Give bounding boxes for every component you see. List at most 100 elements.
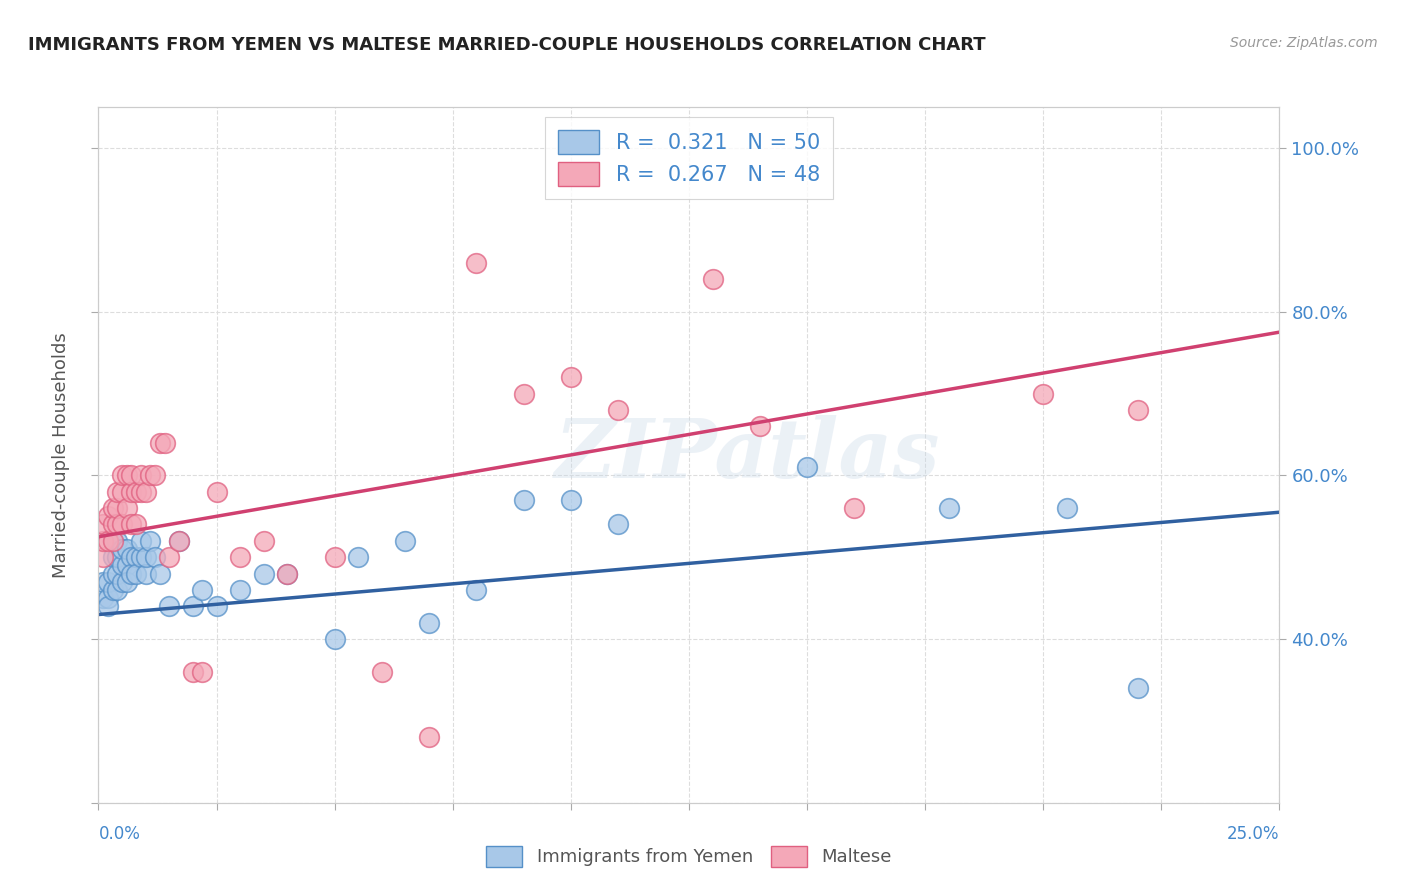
Point [512,492,534,507]
Point [418,615,440,630]
Point [125,517,148,532]
Point [167,533,190,548]
Point [129,468,152,483]
Point [129,550,152,565]
Point [1056,501,1078,516]
Point [125,566,148,581]
Point [1126,403,1149,417]
Point [1126,681,1149,696]
Point [101,533,124,548]
Point [167,533,190,548]
Point [143,550,166,565]
Point [157,599,180,614]
Point [97,533,120,548]
Point [101,533,124,548]
Point [121,484,143,499]
Point [191,665,214,679]
Point [111,542,134,557]
Point [111,517,134,532]
Point [149,566,172,581]
Point [143,468,166,483]
Point [149,435,172,450]
Point [135,550,157,565]
Point [91,550,114,565]
Text: ZIPatlas: ZIPatlas [555,415,941,495]
Point [702,272,724,286]
Point [394,533,416,548]
Point [135,484,157,499]
Point [229,582,252,597]
Point [125,484,148,499]
Text: 25.0%: 25.0% [1227,825,1279,843]
Point [105,533,128,548]
Point [253,533,276,548]
Y-axis label: Married-couple Households: Married-couple Households [52,332,70,578]
Point [101,517,124,532]
Point [135,566,157,581]
Point [121,468,143,483]
Point [748,419,770,434]
Point [796,460,818,475]
Text: 0.0%: 0.0% [98,825,141,843]
Point [607,517,630,532]
Point [253,566,276,581]
Point [607,403,630,417]
Point [418,731,440,745]
Point [347,550,370,565]
Point [97,591,120,606]
Point [371,665,394,679]
Point [157,550,180,565]
Point [105,517,128,532]
Point [129,533,152,548]
Point [181,599,204,614]
Point [115,501,138,516]
Point [115,542,138,557]
Point [1032,386,1054,401]
Point [560,492,582,507]
Point [91,517,114,532]
Point [97,574,120,589]
Point [323,632,346,646]
Point [465,582,488,597]
Point [115,558,138,573]
Point [191,582,214,597]
Point [560,370,582,384]
Point [139,468,162,483]
Point [91,574,114,589]
Point [91,591,114,606]
Legend: R =  0.321   N = 50, R =  0.267   N = 48: R = 0.321 N = 50, R = 0.267 N = 48 [546,118,832,199]
Point [101,501,124,516]
Text: IMMIGRANTS FROM YEMEN VS MALTESE MARRIED-COUPLE HOUSEHOLDS CORRELATION CHART: IMMIGRANTS FROM YEMEN VS MALTESE MARRIED… [28,36,986,54]
Point [121,566,143,581]
Point [229,550,252,565]
Point [844,501,866,516]
Point [101,582,124,597]
Point [105,582,128,597]
Point [512,386,534,401]
Legend: Immigrants from Yemen, Maltese: Immigrants from Yemen, Maltese [479,838,898,874]
Point [181,665,204,679]
Point [205,599,228,614]
Point [91,533,114,548]
Point [101,566,124,581]
Point [115,574,138,589]
Point [105,566,128,581]
Point [153,435,176,450]
Point [111,558,134,573]
Point [276,566,298,581]
Point [111,574,134,589]
Point [105,550,128,565]
Point [205,484,228,499]
Point [125,550,148,565]
Point [938,501,960,516]
Point [276,566,298,581]
Point [129,484,152,499]
Text: Source: ZipAtlas.com: Source: ZipAtlas.com [1230,36,1378,50]
Point [121,517,143,532]
Point [111,484,134,499]
Point [139,533,162,548]
Point [97,509,120,524]
Point [115,468,138,483]
Point [101,550,124,565]
Point [97,599,120,614]
